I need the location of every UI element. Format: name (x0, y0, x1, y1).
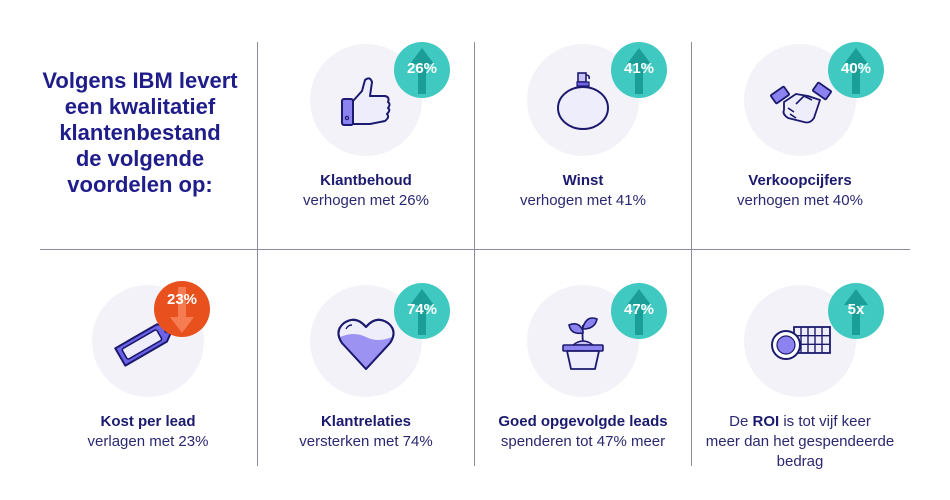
benefit-description: De ROI is tot vijf keer meer dan het ges… (692, 412, 908, 472)
divider-horizontal (40, 249, 910, 250)
increase-badge: 74% (394, 283, 450, 339)
badge-value: 41% (623, 60, 655, 77)
increase-badge: 41% (611, 42, 667, 98)
increase-badge: 47% (611, 283, 667, 339)
benefit-title: Klantrelaties (320, 413, 412, 430)
badge-value: 40% (840, 60, 872, 77)
plant-pot-icon (562, 317, 604, 370)
badge-value: 74% (406, 301, 438, 318)
benefit-description: verlagen met 23% (87, 433, 209, 450)
increase-badge: 5x (828, 283, 884, 339)
benefit-description: verhogen met 40% (737, 192, 863, 209)
roi-emphasis: ROI (752, 413, 780, 430)
benefit-description: spenderen tot 47% meer (500, 433, 666, 450)
money-bag-icon (557, 72, 609, 130)
desc-text: is tot vijf keer (779, 413, 871, 430)
benefit-title: Kost per lead (100, 413, 196, 430)
divider-vertical-3 (691, 42, 692, 466)
benefit-description: verhogen met 41% (520, 192, 646, 209)
divider-vertical-2 (474, 42, 475, 466)
increase-badge: 26% (394, 42, 450, 98)
heart-icon (337, 318, 395, 370)
badge-value: 26% (406, 60, 438, 77)
benefit-title: Winst (562, 172, 604, 189)
coin-stack-icon (771, 326, 831, 360)
benefit-title: Verkoopcijfers (748, 172, 852, 189)
decrease-badge: 23% (154, 281, 210, 337)
intro-line: voordelen op: (67, 172, 213, 197)
intro-line: Volgens IBM levert (42, 68, 238, 93)
desc-text: bedrag (776, 453, 824, 470)
intro-line: de volgende (75, 146, 205, 171)
intro-line: klantenbestand (59, 120, 221, 145)
badge-value: 5x (847, 301, 865, 318)
benefit-title: Goed opgevolgde leads (498, 413, 668, 430)
desc-text: meer dan het gespendeerde (705, 433, 895, 450)
increase-badge: 40% (828, 42, 884, 98)
badge-value: 23% (166, 291, 198, 308)
intro-heading: Volgens IBM levert een kwalitatief klant… (20, 68, 260, 198)
thumbs-up-icon (341, 77, 391, 126)
desc-text: De (729, 413, 753, 430)
benefit-title: Klantbehoud (320, 172, 412, 189)
divider-vertical-1 (257, 42, 258, 466)
badge-value: 47% (623, 301, 655, 318)
intro-line: een kwalitatief (64, 94, 216, 119)
handshake-icon (770, 81, 832, 124)
benefit-description: versterken met 74% (299, 433, 433, 450)
benefit-description: verhogen met 26% (303, 192, 429, 209)
